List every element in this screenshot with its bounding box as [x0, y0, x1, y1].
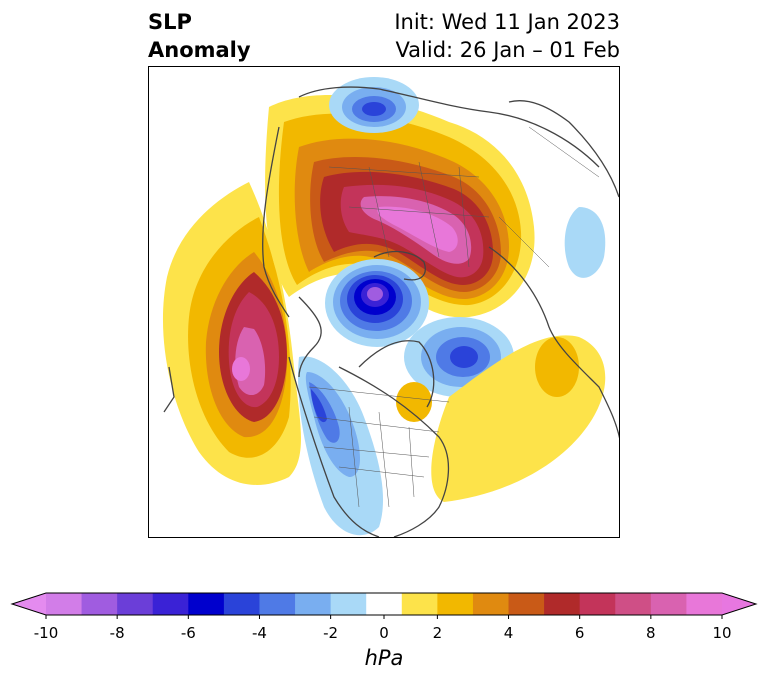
colorbar-bin	[615, 593, 652, 615]
colorbar-tick-label: -8	[109, 624, 125, 642]
colorbar-bin	[223, 593, 260, 615]
colorbar-bin	[686, 593, 723, 615]
coastlines	[163, 86, 619, 537]
title-anomaly: Anomaly	[148, 38, 251, 62]
colorbar-bin	[401, 593, 438, 615]
colorbar-tick-label: 4	[503, 624, 514, 642]
colorbar-bin	[366, 593, 403, 615]
title-slp: SLP	[148, 10, 192, 34]
colorbar-tick-label: 10	[712, 624, 732, 642]
pacific-high-anomaly	[162, 182, 301, 485]
colorbar-bin	[188, 593, 225, 615]
title-valid: Valid: 26 Jan – 01 Feb	[395, 38, 620, 62]
colorbar-bin	[650, 593, 687, 615]
north-america-low-anomaly	[298, 356, 384, 536]
colorbar-tick-label: -4	[251, 624, 267, 642]
colorbar-tick-label: 8	[646, 624, 656, 642]
colorbar	[10, 592, 758, 619]
colorbar-bin	[152, 593, 189, 615]
colorbar-bin	[472, 593, 510, 615]
colorbar-bin	[544, 593, 581, 615]
atlantic-high-anomaly	[396, 335, 606, 502]
arctic-low-anomaly	[325, 259, 429, 347]
colorbar-unit-label: hPa	[364, 646, 404, 670]
colorbar-bin	[81, 593, 118, 615]
barents-low-anomaly	[329, 77, 419, 133]
political-boundaries	[308, 126, 600, 508]
colorbar-bin	[508, 593, 545, 615]
title-init: Init: Wed 11 Jan 2023	[394, 10, 620, 34]
colorbar-tick-label: -10	[33, 624, 59, 642]
colorbar-bin	[295, 593, 332, 615]
slp-anomaly-map	[148, 66, 620, 538]
east-asia-low-anomaly	[564, 207, 606, 278]
map-canvas	[162, 77, 619, 537]
colorbar-tick-label: 6	[574, 624, 585, 642]
colorbar-bin	[259, 593, 296, 615]
colorbar-tick-label: -6	[180, 624, 196, 642]
chart-title-right: Init: Wed 11 Jan 2023 Valid: 26 Jan – 01…	[394, 8, 620, 64]
colorbar-tick-label: -2	[323, 624, 339, 642]
colorbar-over-extend	[722, 593, 756, 615]
colorbar-bin	[330, 593, 367, 615]
colorbar-tick-label: 0	[379, 624, 389, 642]
colorbar-tick-label: 2	[432, 624, 443, 642]
colorbar-bin	[46, 593, 83, 615]
colorbar-bin	[117, 593, 154, 615]
colorbar-bin	[579, 593, 616, 615]
eurasian-high-anomaly	[265, 95, 535, 318]
chart-title-left: SLP Anomaly	[148, 8, 251, 64]
colorbar-bin	[437, 593, 474, 615]
colorbar-under-extend	[12, 593, 46, 615]
